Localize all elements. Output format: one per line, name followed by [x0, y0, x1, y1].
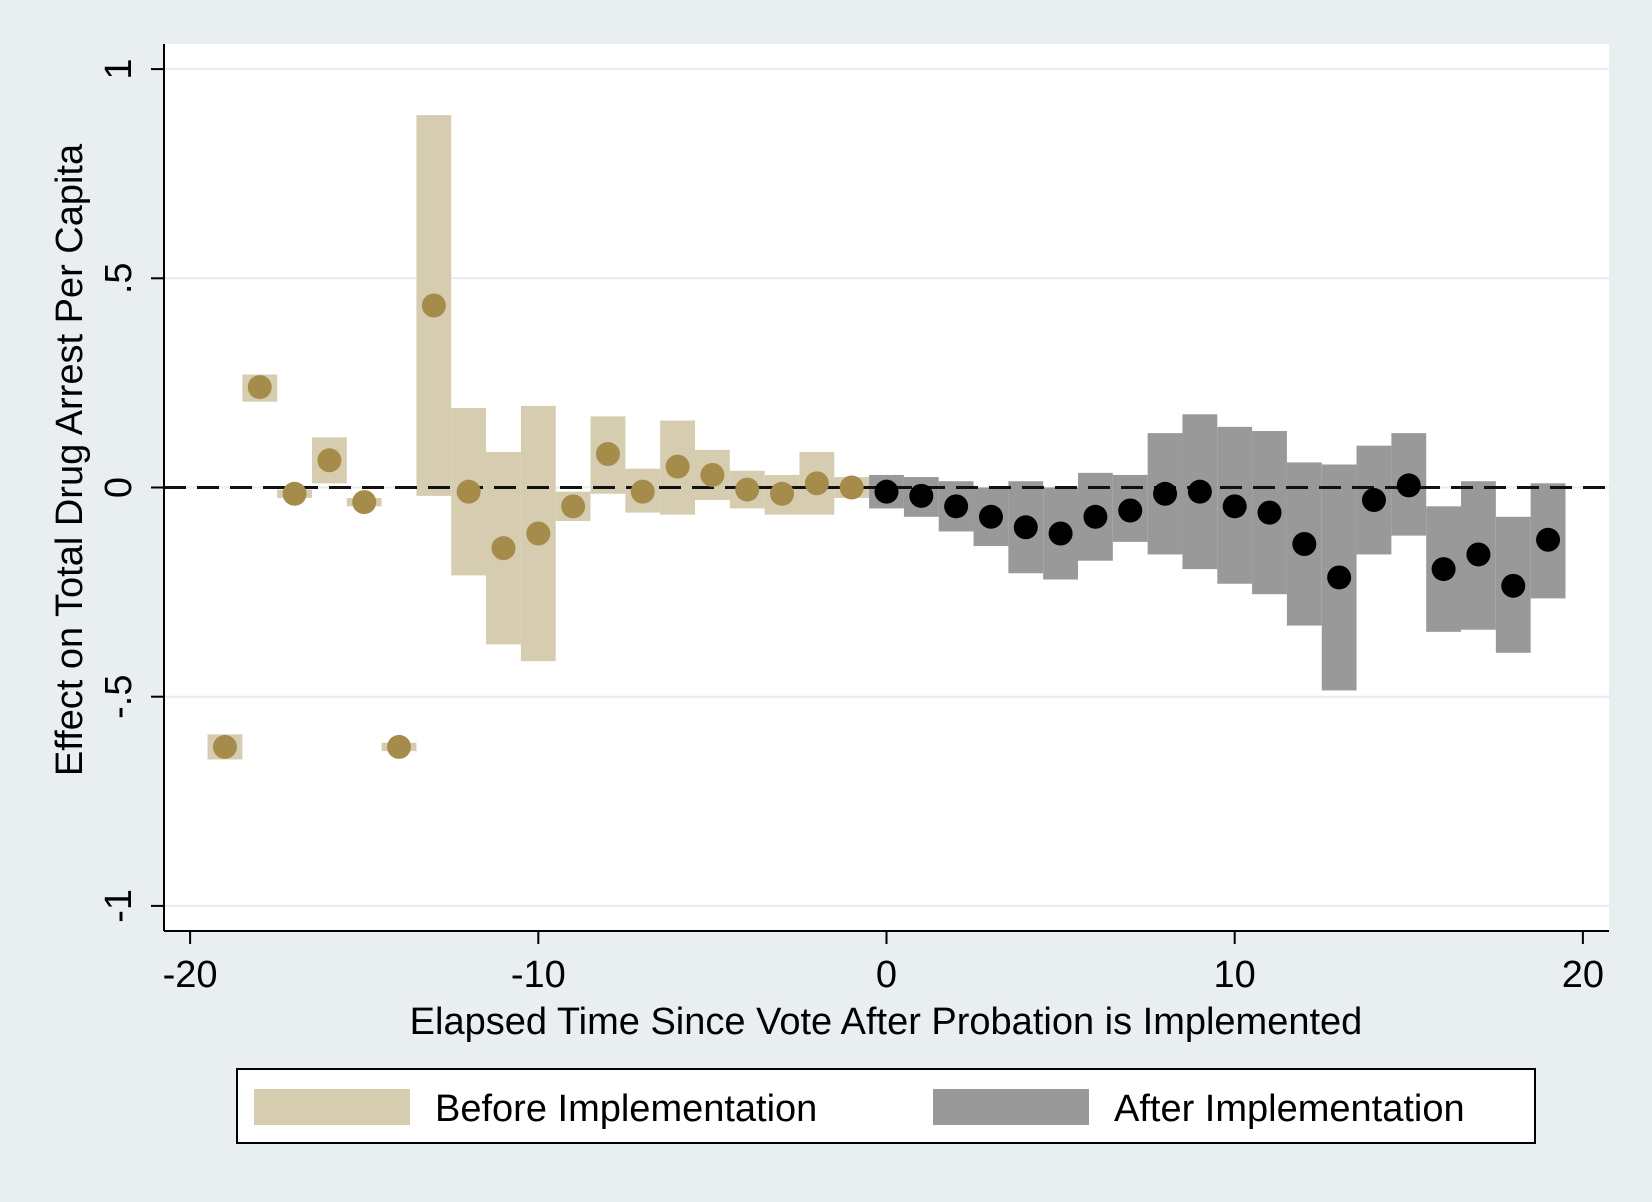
- y-tick-label: -.5: [98, 675, 140, 719]
- point-before: [804, 471, 829, 496]
- point-before: [282, 481, 307, 506]
- point-before: [247, 375, 272, 400]
- point-before: [212, 734, 237, 759]
- point-before: [735, 477, 760, 502]
- x-tick-label: -10: [511, 954, 566, 996]
- y-tick-label: .5: [98, 262, 140, 294]
- legend: Before Implementation After Implementati…: [236, 1068, 1536, 1144]
- point-after: [1466, 542, 1491, 567]
- legend-label-after: After Implementation: [1114, 1088, 1465, 1130]
- y-tick-label: 1: [98, 59, 140, 80]
- x-tick-label: 0: [876, 954, 897, 996]
- point-before: [770, 481, 795, 506]
- point-after: [1187, 479, 1212, 504]
- legend-swatch-after: [933, 1089, 1089, 1125]
- point-after: [1501, 573, 1526, 598]
- legend-box: [236, 1068, 1536, 1144]
- point-before: [491, 536, 516, 561]
- point-before: [317, 448, 342, 473]
- x-tick-label: 20: [1562, 954, 1604, 996]
- point-before: [456, 479, 481, 504]
- point-after: [1118, 498, 1143, 523]
- point-before: [665, 454, 690, 479]
- point-before: [526, 521, 551, 546]
- point-after: [1153, 481, 1178, 506]
- point-before: [595, 442, 620, 467]
- point-after: [1536, 527, 1561, 552]
- legend-swatch-before: [254, 1089, 410, 1125]
- point-before: [700, 462, 725, 487]
- point-before: [839, 475, 864, 500]
- point-after: [1361, 488, 1386, 513]
- point-after: [1327, 565, 1352, 590]
- point-after: [1048, 521, 1073, 546]
- point-before: [630, 479, 655, 504]
- point-after: [874, 479, 899, 504]
- point-before: [352, 490, 377, 515]
- legend-label-before: Before Implementation: [435, 1088, 817, 1130]
- x-tick-label: 10: [1214, 954, 1256, 996]
- point-after: [1013, 515, 1038, 540]
- point-after: [944, 494, 969, 519]
- point-after: [1292, 531, 1317, 556]
- point-estimates: [212, 293, 1561, 759]
- x-axis-label: Elapsed Time Since Vote After Probation …: [410, 1001, 1363, 1043]
- point-after: [909, 483, 934, 508]
- y-tick-label: 0: [98, 477, 140, 498]
- point-after: [978, 504, 1003, 529]
- point-after: [1222, 494, 1247, 519]
- point-after: [1257, 500, 1282, 525]
- y-tick-label: -1: [98, 889, 140, 923]
- point-before: [421, 293, 446, 318]
- axis-ticks: -1 -.5 0 .5 1 -20 -10 0 10 20: [98, 59, 1604, 996]
- y-axis-label: Effect on Total Drug Arrest Per Capita: [49, 143, 91, 776]
- point-before: [561, 494, 586, 519]
- x-tick-label: -20: [163, 954, 218, 996]
- point-after: [1431, 557, 1456, 582]
- point-after: [1396, 473, 1421, 498]
- point-before: [387, 734, 412, 759]
- point-after: [1083, 504, 1108, 529]
